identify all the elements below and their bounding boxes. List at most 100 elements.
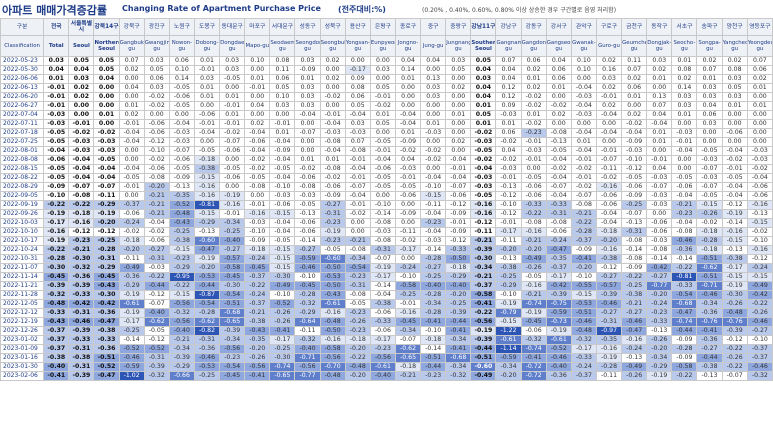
rate-cell: 0.00 — [219, 182, 246, 192]
rate-cell: -0.23 — [671, 209, 698, 219]
rate-cell: 0.06 — [746, 65, 773, 75]
rate-cell: -0.07 — [721, 371, 748, 381]
rate-cell: 0.01 — [470, 101, 497, 111]
rate-cell: -0.28 — [193, 308, 221, 318]
rate-cell: -0.31 — [595, 317, 623, 327]
rate-cell: -0.22 — [671, 263, 698, 273]
rate-cell: -0.28 — [420, 308, 447, 318]
rate-cell: -0.01 — [344, 173, 371, 183]
rate-cell: -0.42 — [93, 299, 120, 309]
rate-cell: -0.38 — [168, 236, 195, 246]
rate-cell: -0.02 — [470, 155, 497, 165]
column-header-en: Jung-gu — [420, 35, 447, 57]
rate-cell: -0.07 — [294, 128, 321, 138]
table-row: 2022-07-11 -0.03 -0.01 0.00 -0.01 -0.06 -0.04-… — [0, 119, 773, 129]
rate-cell: -0.18 — [595, 227, 623, 237]
rate-cell: -0.05 — [118, 173, 145, 183]
rate-cell: -0.22 — [168, 281, 195, 291]
rate-cell: -0.21 — [168, 335, 195, 345]
rate-cell: -0.02 — [420, 155, 447, 165]
rate-cell: -0.01 — [344, 155, 371, 165]
rate-cell: -0.04 — [646, 119, 673, 129]
rate-cell: -0.02 — [420, 146, 447, 156]
table-row: 2022-08-22 -0.05 -0.04 -0.04 -0.05 -0.08 -0.09… — [0, 173, 773, 183]
rate-cell: -0.49 — [520, 254, 547, 264]
rate-cell: 0.00 — [394, 83, 422, 93]
rate-cell: -0.01 — [369, 146, 396, 156]
rate-cell: 0.01 — [219, 92, 246, 102]
rate-cell: -0.02 — [319, 92, 346, 102]
column-header-en: Total — [43, 35, 70, 57]
rate-cell: -0.16 — [394, 308, 422, 318]
rate-cell: -0.06 — [520, 191, 547, 201]
rate-cell: -0.06 — [43, 155, 70, 165]
rate-cell: 0.01 — [520, 110, 547, 120]
rate-cell: -0.05 — [244, 173, 271, 183]
rate-cell: 0.03 — [595, 74, 623, 84]
rate-cell: 0.06 — [495, 128, 522, 138]
rate-cell: -0.76 — [721, 317, 748, 327]
rate-cell: -0.19 — [43, 236, 70, 246]
rate-cell: -0.26 — [721, 299, 748, 309]
rate-cell: -0.05 — [269, 236, 296, 246]
rate-cell: -1.02 — [118, 371, 145, 381]
rate-cell: -0.33 — [520, 200, 547, 210]
rate-cell: -0.26 — [269, 308, 296, 318]
rate-cell: -0.07 — [219, 137, 246, 147]
rate-cell: -0.28 — [696, 236, 723, 246]
rate-cell: -0.22 — [68, 200, 95, 210]
week-date: 2022-09-26 — [0, 209, 45, 219]
rate-cell: -0.03 — [696, 173, 723, 183]
rate-cell: -0.06 — [595, 200, 623, 210]
column-header-en: Jungnang-gu — [445, 35, 472, 57]
rate-cell: -0.04 — [570, 101, 597, 111]
rate-cell: -0.23 — [319, 218, 346, 228]
rate-cell: -0.06 — [219, 173, 246, 183]
rate-cell: -0.05 — [43, 164, 70, 174]
rate-cell: 0.05 — [721, 83, 748, 93]
table-row: 2022-11-14 -0.45 -0.36 -0.45 -0.36 -0.22 -0.95… — [0, 272, 773, 282]
rate-cell: -0.26 — [746, 308, 773, 318]
rate-cell: -0.08 — [621, 236, 648, 246]
rate-cell: -0.01 — [344, 200, 371, 210]
rate-cell: -0.03 — [746, 155, 773, 165]
rate-cell: -0.13 — [495, 254, 522, 264]
rate-cell: 0.03 — [344, 119, 371, 129]
column-header-en: Nowon-gu — [168, 35, 195, 57]
rate-cell: -0.87 — [193, 290, 221, 300]
rate-cell: -0.21 — [143, 200, 170, 210]
column-header-kr: 구분 — [0, 18, 45, 36]
rate-cell: -0.52 — [118, 344, 145, 354]
rate-cell: -0.02 — [118, 227, 145, 237]
rate-cell: -0.06 — [621, 182, 648, 192]
rate-cell: -0.35 — [595, 335, 623, 345]
rate-cell: -0.09 — [671, 353, 698, 363]
rate-cell: 0.02 — [319, 56, 346, 66]
rate-cell: -0.15 — [570, 290, 597, 300]
rate-cell: -0.74 — [520, 344, 547, 354]
rate-cell: -0.68 — [445, 353, 472, 363]
rate-cell: -0.02 — [244, 164, 271, 174]
rate-cell: 0.00 — [118, 191, 145, 201]
rate-cell: -0.56 — [294, 362, 321, 372]
rate-cell: 0.00 — [445, 128, 472, 138]
rate-cell: -0.06 — [671, 182, 698, 192]
rate-cell: 0.00 — [746, 137, 773, 147]
rate-cell: -0.21 — [470, 236, 497, 246]
rate-cell: -0.27 — [219, 245, 246, 255]
rate-cell: -0.74 — [520, 299, 547, 309]
rate-cell: -0.12 — [93, 227, 120, 237]
rate-cell: 0.02 — [68, 83, 95, 93]
column-header-kr: 영등포구 — [746, 18, 773, 36]
rate-cell: -0.38 — [193, 164, 221, 174]
rate-cell: -0.11 — [595, 371, 623, 381]
rate-cell: -0.30 — [68, 254, 95, 264]
table-header: 구분 전국 서울특별시 강북14구 강북구 광진구 노원구 도봉구 동대문구 마포구 서대문구 성동구… — [0, 18, 773, 57]
rate-cell: -0.03 — [696, 155, 723, 165]
rate-cell: -0.04 — [344, 164, 371, 174]
rate-cell: -0.34 — [470, 263, 497, 273]
rate-cell: -0.16 — [520, 227, 547, 237]
rate-cell: -0.15 — [746, 218, 773, 228]
rate-cell: -0.10 — [43, 191, 70, 201]
table-row: 2022-09-19 -0.22 -0.22 -0.29 -0.37 -0.21 -0.52… — [0, 200, 773, 210]
